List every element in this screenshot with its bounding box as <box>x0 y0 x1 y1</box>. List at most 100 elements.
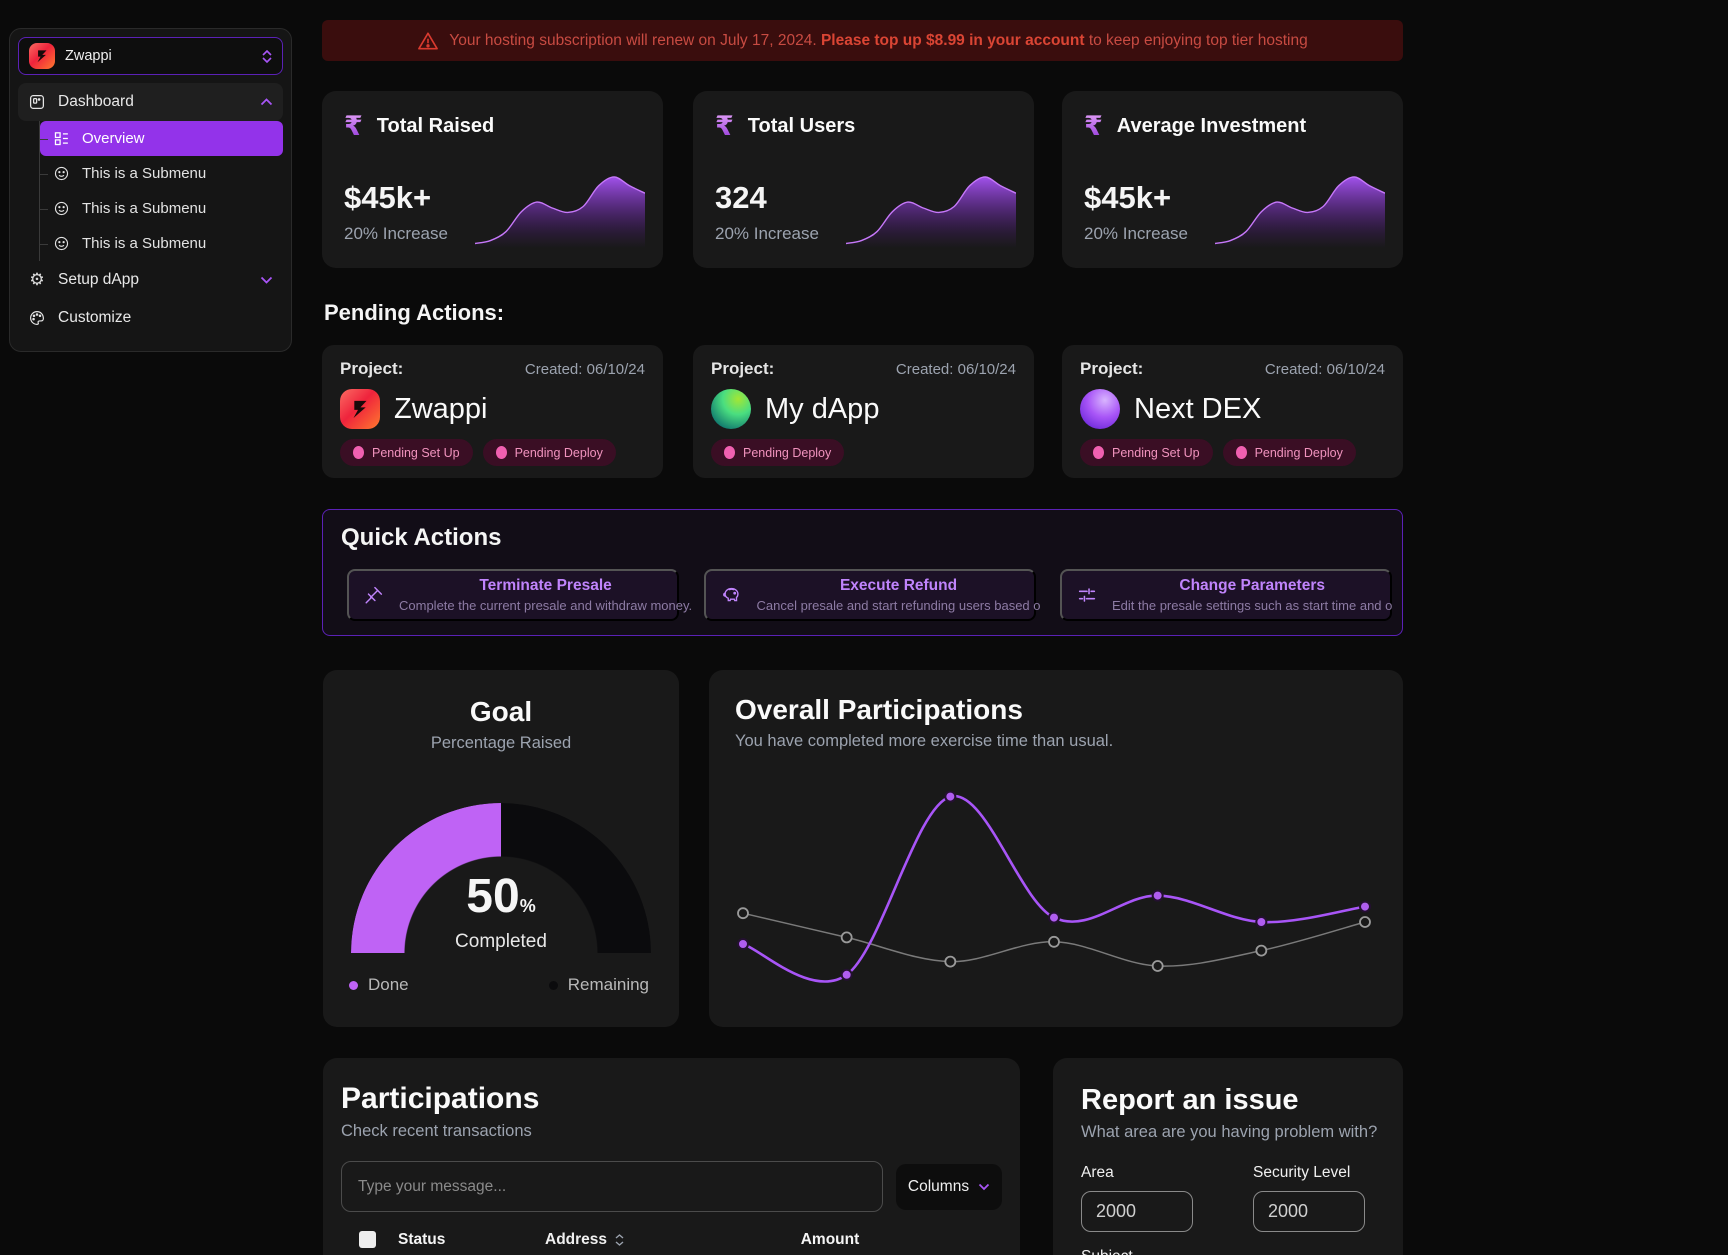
badge-dot-icon <box>1093 446 1104 459</box>
participations-line-chart <box>737 790 1371 983</box>
status-badge-pending-deploy: Pending Deploy <box>711 439 845 466</box>
chevron-down-icon[interactable] <box>260 276 273 284</box>
project-label: Project: <box>1080 359 1144 378</box>
rupee-icon: ₹ <box>344 111 363 142</box>
hosting-alert-banner: Your hosting subscription will renew on … <box>322 20 1403 61</box>
chart-title: Overall Participations <box>735 694 1023 725</box>
report-title: Report an issue <box>1081 1084 1299 1116</box>
sidebar-item-submenu-1[interactable]: This is a Submenu <box>40 156 283 191</box>
workspace-name: Zwappi <box>65 48 112 64</box>
zwappi-logo-icon <box>340 389 380 429</box>
select-chevrons-icon <box>262 49 272 63</box>
goal-card: Goal Percentage Raised 50% Completed Don… <box>323 670 679 1027</box>
sidebar-item-label: Customize <box>58 309 132 326</box>
pending-card-next-dex: Project: Created: 06/10/24 Next DEX Pend… <box>1062 345 1403 478</box>
sidebar-item-customize[interactable]: Customize <box>18 299 283 337</box>
pending-card-my-dapp: Project: Created: 06/10/24 My dApp Pendi… <box>693 345 1034 478</box>
workspace-select[interactable]: Zwappi <box>18 37 283 75</box>
stat-title: Average Investment <box>1116 115 1307 137</box>
badge-dot-icon <box>495 446 507 459</box>
smiley-icon <box>52 200 70 218</box>
column-amount: Amount <box>800 1230 860 1248</box>
area-input[interactable] <box>1081 1191 1193 1232</box>
subject-field-group: Subject <box>1081 1248 1379 1255</box>
legend-done: Done <box>349 975 409 995</box>
security-level-input[interactable] <box>1253 1191 1365 1232</box>
column-address[interactable]: Address <box>545 1230 608 1248</box>
alert-text: Your hosting subscription will renew on … <box>449 31 1308 49</box>
gavel-icon <box>363 584 385 606</box>
goal-title: Goal <box>469 696 533 727</box>
main-content: Your hosting subscription will renew on … <box>322 0 1403 1255</box>
smiley-icon <box>52 235 70 253</box>
change-parameters-button[interactable]: Change Parameters Edit the presale setti… <box>1060 569 1392 621</box>
gauge-center-label: 50% Completed <box>455 870 547 953</box>
stat-card-total-users: ₹ Total Users 324 20% Increase <box>693 91 1034 268</box>
participations-card: Participations Check recent transactions… <box>323 1058 1020 1255</box>
status-badge-pending-setup: Pending Set Up <box>1080 439 1213 466</box>
sidebar-item-label: This is a Submenu <box>82 165 207 182</box>
action-title: Terminate Presale <box>479 577 612 594</box>
stat-value: $45k+ <box>344 180 432 215</box>
area-label: Area <box>1081 1164 1114 1181</box>
action-title: Execute Refund <box>839 577 958 594</box>
column-status: Status <box>398 1230 446 1248</box>
sidebar: Zwappi Dashboard <box>9 28 292 352</box>
area-field-group: Area <box>1081 1164 1193 1232</box>
sidebar-item-dashboard[interactable]: Dashboard <box>18 83 283 121</box>
chevron-up-icon[interactable] <box>260 98 273 106</box>
terminate-presale-button[interactable]: Terminate Presale Complete the current p… <box>347 569 692 621</box>
sidebar-item-label: Setup dApp <box>58 271 140 288</box>
badge-dot-icon <box>1235 446 1247 459</box>
overview-grid-icon <box>52 130 70 148</box>
stat-change: 20% Increase <box>344 224 448 243</box>
chart-subtitle: You have completed more exercise time th… <box>735 732 1114 750</box>
stat-change: 20% Increase <box>715 224 819 243</box>
action-desc: Edit the presale settings such as start … <box>1112 598 1393 613</box>
legend-remaining: Remaining <box>548 975 649 995</box>
action-title: Change Parameters <box>1179 577 1325 594</box>
pending-card-zwappi: Project: Created: 06/10/24 Zwappi Pendin… <box>322 345 663 478</box>
project-name: My dApp <box>765 392 880 425</box>
sidebar-item-overview[interactable]: Overview <box>40 121 283 156</box>
project-label: Project: <box>711 359 775 378</box>
search-input[interactable] <box>341 1161 883 1212</box>
sidebar-item-setup-dapp[interactable]: ⚙ Setup dApp <box>18 261 283 299</box>
sidebar-item-submenu-3[interactable]: This is a Submenu <box>40 226 283 261</box>
stat-value: 324 <box>715 180 767 215</box>
participations-subtitle: Check recent transactions <box>341 1122 532 1140</box>
quick-actions-panel: Quick Actions Terminate Presale Complete… <box>322 509 1403 636</box>
smiley-icon <box>52 165 70 183</box>
alert-text-bold: Please top up $8.99 in your account <box>820 31 1085 49</box>
warning-triangle-icon <box>417 31 439 51</box>
dashboard-submenu: Overview This is a Submenu <box>39 121 283 261</box>
stat-change: 20% Increase <box>1084 224 1188 243</box>
execute-refund-button[interactable]: Execute Refund Cancel presale and start … <box>703 569 1041 621</box>
stat-card-total-raised: ₹ Total Raised $45k+ 20% Increase <box>322 91 663 268</box>
security-level-label: Security Level <box>1253 1164 1351 1181</box>
trend-sparkline-chart <box>475 176 645 248</box>
report-issue-card: Report an issue What area are you having… <box>1053 1058 1403 1255</box>
action-desc: Complete the current presale and withdra… <box>399 598 693 613</box>
legend-dot-icon <box>349 980 358 990</box>
select-all-checkbox[interactable] <box>359 1231 376 1248</box>
zwappi-logo-icon <box>29 43 55 69</box>
sidebar-item-label: Overview <box>82 130 145 147</box>
stat-card-average-investment: ₹ Average Investment $45k+ 20% Increase <box>1062 91 1403 268</box>
rupee-icon: ₹ <box>1084 111 1103 142</box>
sliders-icon <box>1076 584 1098 606</box>
status-badge-pending-setup: Pending Set Up <box>340 439 473 466</box>
goal-subtitle: Percentage Raised <box>430 734 572 752</box>
sidebar-item-submenu-2[interactable]: This is a Submenu <box>40 191 283 226</box>
gauge-legend: Done Remaining <box>323 975 679 995</box>
trend-sparkline-chart <box>1215 176 1385 248</box>
project-label: Project: <box>340 359 404 378</box>
sort-icon[interactable] <box>615 1233 624 1246</box>
pending-actions-heading: Pending Actions: <box>324 300 505 325</box>
stat-title: Total Raised <box>376 115 495 137</box>
overall-participations-card: Overall Participations You have complete… <box>709 670 1403 1027</box>
status-badge-pending-deploy: Pending Deploy <box>482 439 616 466</box>
columns-button[interactable]: Columns <box>896 1163 1002 1210</box>
created-date: Created: 06/10/24 <box>1264 361 1385 378</box>
